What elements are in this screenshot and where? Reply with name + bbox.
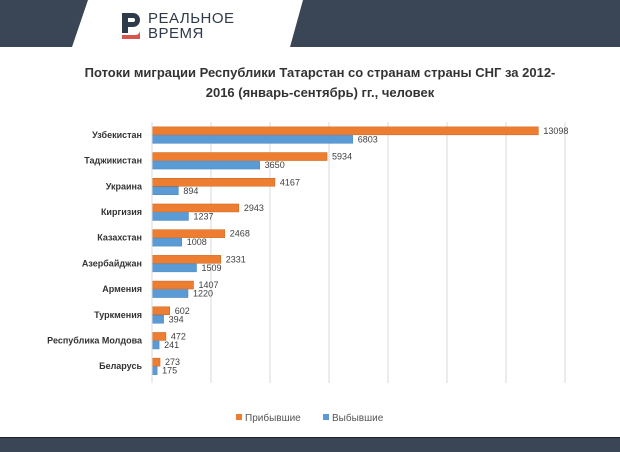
category-label: Таджикистан [84, 156, 142, 166]
legend-swatch-arrived [236, 414, 242, 420]
bar-arrived [151, 306, 171, 315]
data-label: 894 [183, 186, 198, 196]
bar-arrived [151, 280, 194, 290]
data-label: 1407 [199, 280, 219, 290]
category-label: Беларусь [99, 361, 142, 371]
bar-left [151, 340, 160, 350]
data-label: 2943 [244, 203, 264, 213]
category-label: Украина [106, 181, 143, 191]
category-label: Узбекистан [92, 130, 142, 140]
category-label: Азербайджан [82, 258, 142, 268]
data-label: 241 [164, 340, 179, 350]
data-label: 1008 [187, 237, 207, 247]
data-label: 1509 [202, 263, 222, 273]
bar-arrived [151, 178, 276, 187]
chart-title-line1: Потоки миграции Республики Татарстан со … [84, 65, 556, 80]
bar-left [151, 135, 353, 144]
data-label: 602 [175, 306, 190, 316]
bar-arrived [151, 126, 539, 136]
data-label: 5934 [332, 152, 352, 162]
bar-arrived [151, 152, 328, 161]
brand-line2: ВРЕМЯ [148, 25, 204, 42]
footer-band [0, 437, 620, 452]
chart-title-line2: 2016 (январь-сентябрь) гг., человек [205, 85, 435, 100]
data-label: 175 [162, 366, 177, 376]
brand-logo: РЕАЛЬНОЕ ВРЕМЯ [120, 11, 235, 41]
category-label: Казахстан [97, 233, 142, 243]
bar-left [151, 160, 260, 170]
data-label: 4167 [280, 177, 300, 187]
data-label: 2331 [226, 254, 246, 264]
data-label: 394 [169, 314, 184, 324]
data-label: 1220 [193, 289, 213, 299]
bar-left [151, 237, 182, 247]
bar-left [151, 366, 158, 375]
brand-line1: РЕАЛЬНОЕ [148, 10, 235, 27]
bar-left [151, 315, 164, 324]
data-label: 13098 [543, 126, 568, 136]
category-label: Киргизия [101, 207, 142, 217]
category-label: Армения [102, 284, 142, 294]
data-label: 472 [171, 331, 186, 341]
header-logo-panel [72, 0, 303, 47]
chart-title: Потоки миграции Республики Татарстан со … [60, 63, 580, 103]
bar-left [151, 212, 189, 221]
category-label: Туркмения [94, 310, 142, 320]
data-label: 1237 [193, 211, 213, 221]
category-label: Республика Молдова [47, 335, 143, 345]
bar-left [151, 289, 189, 298]
legend-label: Прибывшие [245, 412, 301, 424]
brand-logo-icon [122, 13, 140, 39]
data-label: 6803 [358, 134, 378, 144]
bar-arrived [151, 357, 161, 367]
data-label: 2468 [230, 229, 250, 239]
legend-label: Выбывшие [332, 412, 384, 424]
data-label: 3650 [265, 160, 285, 170]
bar-left [151, 186, 179, 195]
bar-left [151, 263, 197, 273]
legend-swatch-left [323, 414, 329, 420]
data-label: 273 [165, 357, 180, 367]
